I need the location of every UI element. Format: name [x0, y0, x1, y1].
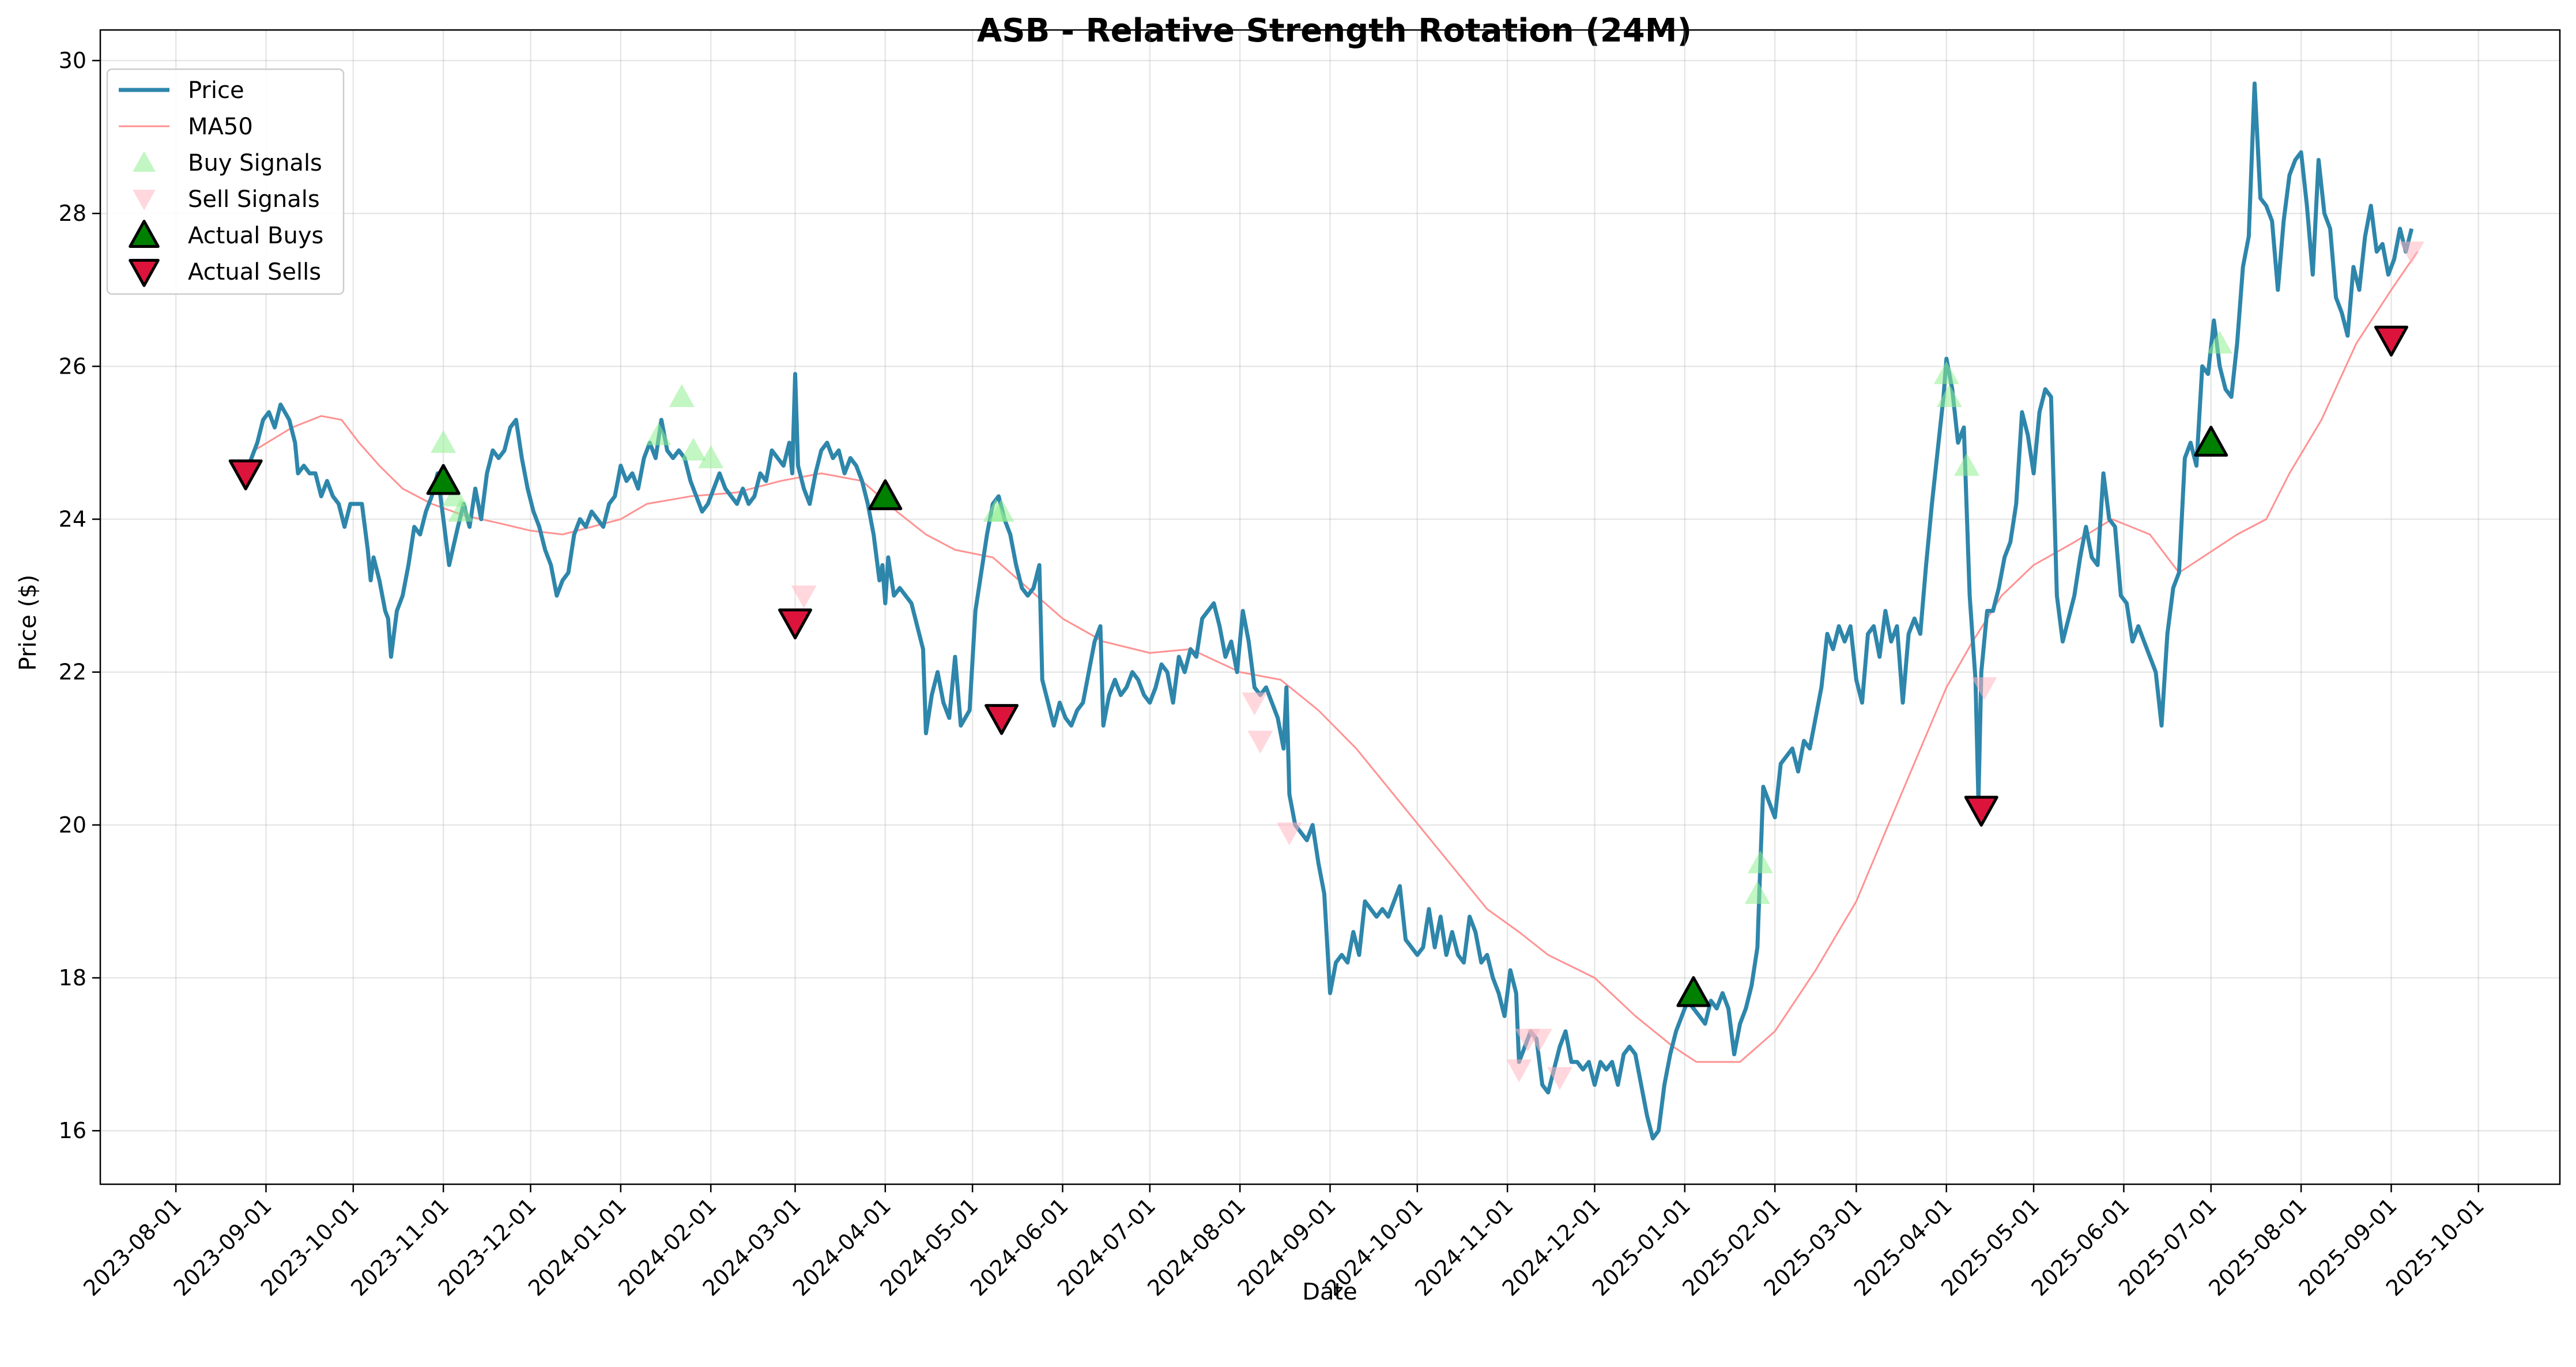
sell-signal-marker: [1242, 692, 1268, 715]
actual-sell-marker: [228, 459, 263, 491]
actual-buy-marker: [426, 464, 461, 495]
legend-actual-sells-label: Actual Sells: [188, 259, 321, 285]
sell-signal-marker: [1276, 822, 1302, 846]
actual-sell-marker: [1964, 796, 1998, 827]
signal-markers: [228, 241, 2424, 1090]
y-tick-label: 26: [59, 353, 86, 379]
y-tick-label: 18: [59, 965, 86, 991]
legend-actual-sells-swatch: [129, 259, 160, 287]
sell-signal-marker: [1506, 1059, 1532, 1083]
actual-buy-marker: [1676, 976, 1711, 1007]
legend-ma50-label: MA50: [188, 114, 253, 140]
buy-signal-marker: [1933, 361, 1959, 385]
sell-signal-marker: [1526, 1029, 1552, 1052]
y-tick-label: 28: [59, 201, 86, 226]
buy-signal-marker: [431, 430, 457, 453]
ma50-series: [254, 251, 2419, 1063]
price-line: [243, 81, 2414, 1140]
buy-signal-marker: [698, 445, 724, 469]
legend-actual-buys-swatch: [129, 220, 160, 248]
sell-signal-marker: [1971, 677, 1997, 701]
y-axis: 16 18 20 22 24 26 28 30: [59, 48, 100, 1143]
sell-signal-marker: [1547, 1067, 1572, 1090]
buy-signal-marker: [669, 384, 695, 407]
chart-title: ASB - Relative Strength Rotation (24M): [977, 12, 1692, 50]
legend: Price MA50 Buy Signals Sell Signals Actual B…: [106, 68, 345, 295]
buy-signal-marker: [448, 499, 474, 522]
buy-signal-marker: [646, 422, 672, 446]
legend-sell-signals-swatch: [133, 190, 156, 210]
x-axis-label: Date: [1302, 1279, 1357, 1305]
price-series: [243, 81, 2414, 1140]
legend-sell-signals-label: Sell Signals: [188, 186, 320, 213]
buy-signal-marker: [680, 438, 706, 461]
buy-signal-marker: [1954, 453, 1980, 476]
ma50-line: [254, 251, 2419, 1063]
y-tick-label: 30: [59, 48, 86, 73]
sell-signal-marker: [791, 585, 817, 609]
actual-buy-marker: [868, 479, 903, 510]
actual-sell-marker: [2374, 325, 2408, 357]
buy-signal-marker: [1747, 850, 1773, 873]
buy-signal-marker: [989, 499, 1014, 522]
legend-actual-buys-label: Actual Buys: [188, 223, 323, 249]
y-axis-label: Price ($): [15, 575, 42, 671]
y-tick-label: 22: [59, 660, 86, 685]
sell-signal-marker: [1247, 730, 1273, 754]
buy-signal-marker: [1744, 881, 1770, 904]
legend-buy-signals-swatch: [133, 151, 156, 172]
legend-price-label: Price: [188, 77, 244, 104]
sell-signal-marker: [2398, 241, 2424, 265]
actual-buy-marker: [2194, 425, 2228, 457]
actual-sell-marker: [985, 704, 1019, 735]
actual-sell-marker: [778, 608, 812, 640]
y-tick-label: 16: [59, 1118, 86, 1143]
buy-signal-marker: [2207, 330, 2232, 354]
legend-buy-signals-label: Buy Signals: [188, 150, 322, 176]
y-tick-label: 24: [59, 507, 86, 532]
y-tick-label: 20: [59, 812, 86, 838]
buy-signal-marker: [1936, 384, 1962, 407]
